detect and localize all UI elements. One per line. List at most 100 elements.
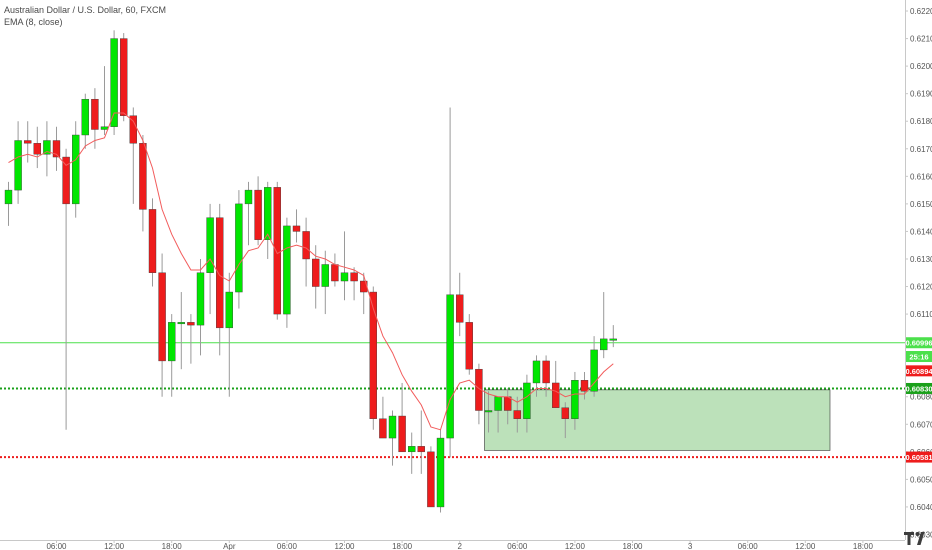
candle-body: [14, 140, 22, 191]
bullish-candle: [110, 30, 118, 135]
bearish-candle: [369, 286, 377, 430]
x-tick-label: 12:00: [334, 542, 355, 550]
candle-body: [119, 38, 128, 116]
candle-body: [81, 98, 90, 136]
candle-body: [52, 140, 61, 158]
bearish-candle: [139, 135, 147, 232]
candle-body: [283, 225, 291, 315]
y-tick-label: 0.61900: [910, 90, 932, 99]
candle-body: [571, 380, 579, 419]
bullish-candle: [14, 121, 22, 204]
bearish-candle: [24, 121, 32, 163]
y-tick-label: 0.61800: [910, 117, 932, 126]
candle-body: [235, 203, 243, 293]
x-tick-label: 12:00: [104, 542, 125, 550]
bullish-candle: [408, 432, 416, 474]
bearish-candle: [158, 253, 166, 397]
y-tick-label: 0.62200: [910, 7, 932, 16]
x-tick-label: 06:00: [46, 542, 67, 550]
bearish-candle: [350, 267, 358, 301]
candle-body: [206, 217, 214, 273]
price-axis-tag-bg: [906, 337, 932, 349]
y-tick-label: 0.61600: [910, 172, 932, 181]
candle-body: [369, 291, 377, 419]
candle-body: [62, 156, 70, 205]
candle-body: [456, 294, 464, 323]
bearish-candle: [475, 363, 483, 425]
candle-body: [590, 349, 598, 392]
bearish-candle: [62, 148, 70, 430]
candle-body: [43, 140, 51, 155]
x-tick-label: 06:00: [507, 542, 528, 550]
bullish-candle: [4, 181, 13, 226]
candle-body: [609, 338, 617, 341]
bearish-candle: [292, 209, 301, 243]
price-axis-tag: 25:16: [906, 351, 932, 363]
price-axis-tag: 0.60894: [905, 365, 932, 377]
x-tick-label: 12:00: [795, 542, 816, 550]
bullish-candle: [177, 292, 186, 370]
x-tick-label: 18:00: [392, 542, 413, 550]
candle-body: [33, 143, 41, 155]
candle-body: [187, 322, 195, 326]
ema-line: [8, 112, 614, 431]
candle-body: [350, 272, 358, 282]
candle-body: [196, 272, 205, 326]
chart-legend: Australian Dollar / U.S. Dollar, 60, FXC…: [4, 4, 166, 28]
x-tick-label: 18:00: [162, 542, 183, 550]
candle-body: [312, 258, 320, 287]
candle-body: [504, 396, 512, 411]
bullish-candle: [590, 336, 598, 397]
candle-body: [408, 446, 416, 453]
bullish-candle: [264, 181, 272, 259]
candle-body: [513, 410, 521, 419]
bearish-candle: [427, 446, 435, 508]
price-axis-tag-label: 25:16: [909, 353, 928, 362]
price-axis-tag-label: 0.60996: [905, 339, 932, 348]
tradingview-logo-icon: [904, 532, 925, 545]
candle-body: [465, 322, 473, 370]
candle-body: [494, 396, 502, 411]
candle-body: [600, 338, 608, 351]
x-tick-label: 12:00: [565, 542, 586, 550]
bullish-candle: [225, 272, 234, 397]
symbol-title[interactable]: Australian Dollar / U.S. Dollar, 60, FXC…: [4, 5, 167, 15]
bullish-candle: [321, 250, 329, 315]
ema-indicator-label[interactable]: EMA (8, close): [4, 17, 63, 27]
y-tick-label: 0.61700: [910, 145, 932, 154]
bullish-candle: [81, 93, 90, 149]
candle-body: [321, 264, 329, 287]
candle-body: [244, 189, 253, 205]
y-tick-label: 0.61500: [910, 200, 932, 209]
bearish-candle: [91, 88, 99, 149]
price-axis-tag-label: 0.60894: [905, 367, 932, 376]
price-axis-tag-bg: [906, 382, 932, 394]
bearish-candle: [417, 410, 425, 474]
bearish-candle: [273, 181, 281, 320]
candle-body: [475, 368, 483, 411]
candle-body: [254, 189, 262, 240]
candle-body: [302, 231, 310, 260]
bullish-candle: [100, 66, 109, 135]
bullish-candle: [244, 181, 253, 246]
candle-body: [484, 410, 493, 413]
bullish-candle: [523, 374, 531, 433]
bearish-candle: [398, 382, 406, 453]
candle-body: [100, 126, 109, 130]
candle-body: [110, 38, 118, 127]
candle-body: [580, 380, 589, 392]
y-tick-label: 0.60400: [910, 503, 932, 512]
candle-body: [292, 225, 301, 232]
candle-body: [436, 437, 445, 508]
bullish-candle: [196, 258, 205, 356]
bearish-candle: [187, 314, 195, 364]
candle-body: [398, 415, 406, 453]
candle-body: [148, 209, 157, 273]
bearish-candle: [561, 402, 569, 439]
candle-body: [264, 187, 272, 240]
candle-body: [139, 143, 147, 210]
x-tick-label: 06:00: [738, 542, 759, 550]
bearish-candle: [254, 176, 262, 246]
